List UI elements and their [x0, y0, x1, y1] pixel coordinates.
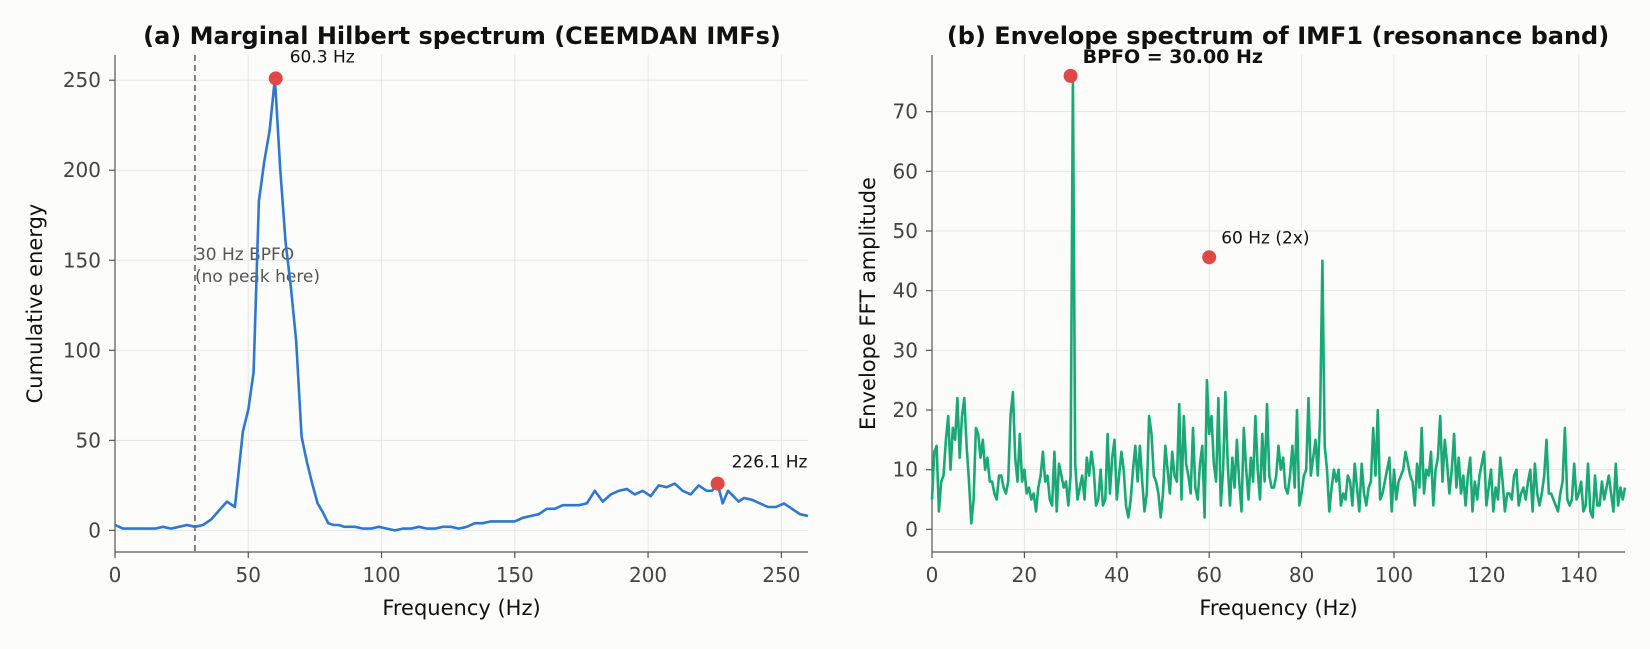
x-tick-label: 120 — [1467, 563, 1505, 587]
x-tick-label: 100 — [362, 563, 400, 587]
peak-marker — [1063, 68, 1078, 83]
x-tick-label: 250 — [762, 563, 800, 587]
peak-label: BPFO = 30.00 Hz — [1083, 46, 1263, 68]
x-tick-label: 40 — [1104, 563, 1129, 587]
peak-label: 226.1 Hz — [732, 453, 808, 473]
series-line — [930, 74, 1627, 525]
peak-marker — [1202, 250, 1217, 265]
chart-title: (a) Marginal Hilbert spectrum (CEEMDAN I… — [143, 22, 781, 50]
y-tick-label: 30 — [893, 338, 918, 362]
x-tick-label: 150 — [496, 563, 534, 587]
series-line — [114, 77, 809, 532]
x-tick-label: 20 — [1012, 563, 1037, 587]
y-tick-label: 0 — [88, 518, 101, 542]
chart-title: (b) Envelope spectrum of IMF1 (resonance… — [947, 22, 1609, 50]
y-tick-label: 0 — [905, 517, 918, 541]
chart-panel-a: 0 50 100 150 200 250 0 50 100 150 200 250 (a) Margin… — [23, 22, 809, 620]
peak-label: 60 Hz (2x) — [1221, 228, 1309, 248]
x-tick-label: 80 — [1289, 563, 1314, 587]
peak-marker — [268, 71, 283, 86]
y-tick-label: 50 — [76, 428, 101, 452]
y-tick-label: 250 — [63, 68, 101, 92]
chart-panel-b: 0 20 40 60 80 100 120 140 0 10 20 30 40 50 60 70 (b) Env… — [856, 22, 1627, 620]
x-tick-label: 60 — [1196, 563, 1221, 587]
y-tick-label: 20 — [893, 398, 918, 422]
y-tick-label: 40 — [893, 279, 918, 303]
peak-label: 60.3 Hz — [290, 47, 355, 67]
y-axis-label: Envelope FFT amplitude — [856, 177, 880, 430]
y-tick-label: 60 — [893, 159, 918, 183]
x-tick-label: 140 — [1560, 563, 1598, 587]
bpfo-note-line1: 30 Hz BPFO — [195, 245, 294, 265]
x-axis-label: Frequency (Hz) — [382, 596, 540, 620]
x-tick-label: 50 — [236, 563, 261, 587]
peak-marker — [710, 476, 725, 491]
y-tick-label: 10 — [893, 458, 918, 482]
x-axis-label: Frequency (Hz) — [1199, 596, 1357, 620]
x-tick-label: 100 — [1375, 563, 1413, 587]
y-tick-label: 150 — [63, 248, 101, 272]
y-tick-label: 50 — [893, 219, 918, 243]
y-tick-label: 70 — [893, 100, 918, 124]
y-tick-label: 200 — [63, 158, 101, 182]
x-tick-label: 200 — [629, 563, 667, 587]
y-tick-label: 100 — [63, 338, 101, 362]
x-tick-label: 0 — [109, 563, 122, 587]
y-axis-label: Cumulative energy — [23, 204, 47, 404]
x-tick-label: 0 — [926, 563, 939, 587]
